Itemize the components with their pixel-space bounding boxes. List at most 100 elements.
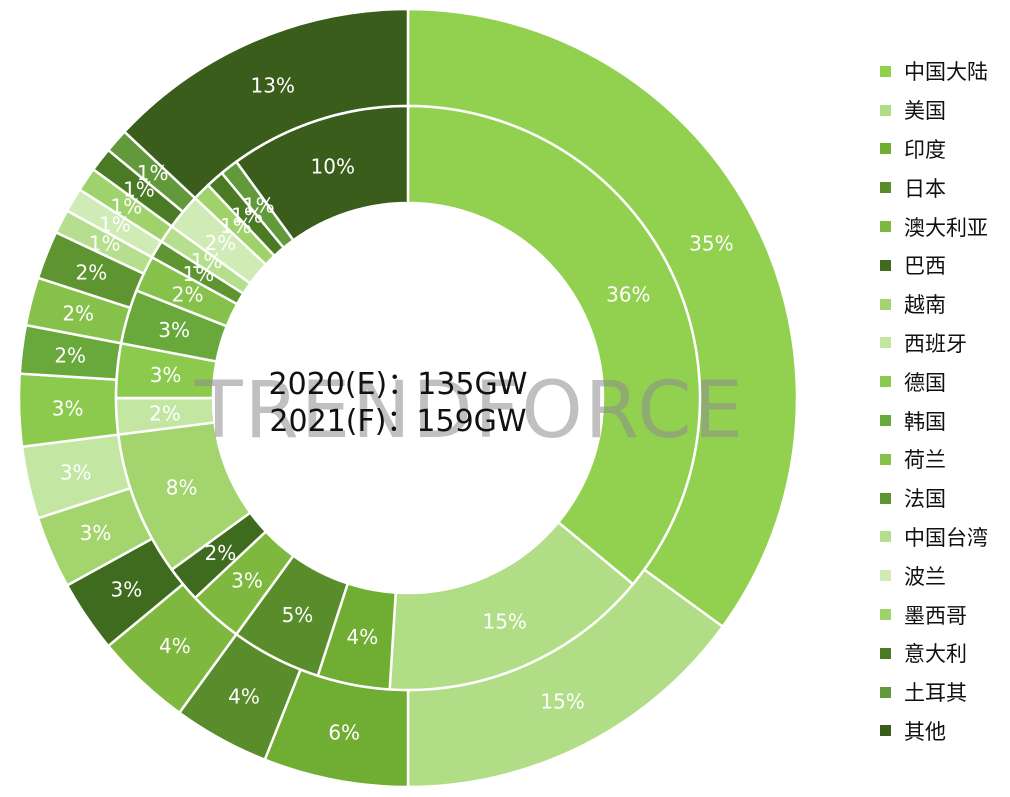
data-label-outer-土耳其: 1%	[137, 161, 169, 185]
legend-swatch	[880, 182, 891, 194]
data-label-outer-其他: 13%	[251, 74, 295, 98]
legend-swatch	[880, 609, 891, 621]
data-label-outer-韩国: 2%	[54, 343, 86, 367]
inner-ring-labels: 36%15%4%5%3%2%8%2%3%3%2%1%1%2%1%1%1%10%	[149, 154, 650, 649]
data-label-inner-日本: 5%	[282, 603, 314, 627]
data-label-inner-中国大陆: 36%	[606, 282, 650, 306]
legend-swatch	[880, 415, 891, 427]
legend-label: 墨西哥	[904, 603, 967, 628]
legend-label: 韩国	[904, 409, 946, 434]
center-label-2020: 2020(E)：135GW	[269, 367, 528, 402]
data-label-outer-墨西哥: 1%	[111, 195, 143, 219]
legend-item-其他: 其他	[880, 712, 1010, 751]
data-label-inner-法国: 1%	[183, 262, 215, 286]
outer-ring-labels: 35%15%6%4%4%3%3%3%3%2%2%2%1%1%1%1%1%13%	[52, 74, 734, 745]
legend-swatch	[880, 65, 891, 77]
legend-swatch	[880, 647, 891, 659]
legend-label: 中国台湾	[904, 525, 988, 550]
legend-label: 意大利	[904, 642, 967, 667]
data-label-inner-巴西: 2%	[205, 541, 237, 565]
legend-label: 巴西	[904, 254, 946, 279]
data-label-inner-美国: 15%	[482, 609, 526, 633]
data-label-inner-中国台湾: 1%	[191, 249, 223, 273]
outer-ring-2021	[17, 7, 799, 789]
data-label-outer-西班牙: 3%	[60, 460, 92, 484]
data-label-outer-中国大陆: 35%	[689, 231, 733, 255]
data-label-inner-其他: 10%	[311, 154, 355, 178]
legend-item-韩国: 韩国	[880, 401, 1010, 440]
legend-item-澳大利亚: 澳大利亚	[880, 207, 1010, 246]
legend-item-日本: 日本	[880, 168, 1010, 207]
data-label-outer-巴西: 3%	[111, 577, 143, 601]
legend-item-巴西: 巴西	[880, 246, 1010, 285]
data-label-outer-意大利: 1%	[123, 177, 155, 201]
data-label-inner-西班牙: 2%	[149, 401, 181, 425]
legend-item-法国: 法国	[880, 479, 1010, 518]
legend-item-中国大陆: 中国大陆	[880, 52, 1010, 91]
data-label-inner-澳大利亚: 3%	[231, 569, 263, 593]
trendforce-watermark: TRENDFORCE	[194, 366, 745, 456]
donut-chart: 35%15%6%4%4%3%3%3%3%2%2%2%1%1%1%1%1%13% …	[17, 7, 799, 789]
data-label-outer-中国台湾: 1%	[89, 231, 121, 255]
legend-item-中国台湾: 中国台湾	[880, 518, 1010, 557]
data-label-outer-法国: 2%	[76, 261, 108, 285]
data-label-outer-波兰: 1%	[99, 213, 131, 237]
legend-label: 澳大利亚	[904, 215, 988, 240]
legend-label: 法国	[904, 487, 946, 512]
legend-label: 波兰	[904, 564, 946, 589]
legend-item-墨西哥: 墨西哥	[880, 595, 1010, 634]
legend-swatch	[880, 298, 891, 310]
legend-label: 土耳其	[904, 681, 967, 706]
legend-item-越南: 越南	[880, 285, 1010, 324]
slice-inner-中国大陆	[406, 104, 702, 586]
legend-swatch	[880, 492, 891, 504]
legend-label: 日本	[904, 176, 946, 201]
data-label-inner-荷兰: 2%	[172, 282, 204, 306]
data-label-inner-波兰: 2%	[205, 231, 237, 255]
legend-item-西班牙: 西班牙	[880, 324, 1010, 363]
legend-swatch	[880, 376, 891, 388]
legend-label: 中国大陆	[904, 60, 988, 85]
legend-label: 越南	[904, 293, 946, 318]
legend-swatch	[880, 453, 891, 465]
legend-item-意大利: 意大利	[880, 634, 1010, 673]
inner-ring-2020	[114, 104, 702, 692]
center-label-2021: 2021(F)：159GW	[269, 404, 526, 439]
data-label-inner-韩国: 3%	[158, 318, 190, 342]
legend-swatch	[880, 531, 891, 543]
data-label-inner-德国: 3%	[150, 363, 182, 387]
legend-label: 荷兰	[904, 448, 946, 473]
legend-item-土耳其: 土耳其	[880, 673, 1010, 712]
legend-item-印度: 印度	[880, 130, 1010, 169]
legend-swatch	[880, 143, 891, 155]
data-label-outer-德国: 3%	[52, 397, 84, 421]
legend-label: 其他	[904, 719, 946, 744]
legend-swatch	[880, 337, 891, 349]
legend-swatch	[880, 259, 891, 271]
data-label-outer-印度: 6%	[328, 720, 360, 744]
data-label-outer-澳大利亚: 4%	[159, 634, 191, 658]
slice-inner-其他	[234, 104, 410, 242]
data-label-inner-越南: 8%	[166, 476, 198, 500]
data-label-outer-美国: 15%	[540, 689, 584, 713]
data-label-inner-墨西哥: 1%	[220, 214, 252, 238]
data-label-inner-意大利: 1%	[231, 203, 263, 227]
data-label-outer-日本: 4%	[228, 684, 260, 708]
legend-item-美国: 美国	[880, 91, 1010, 130]
legend-swatch	[880, 104, 891, 116]
legend-label: 西班牙	[904, 331, 967, 356]
legend-item-波兰: 波兰	[880, 556, 1010, 595]
data-label-outer-荷兰: 2%	[62, 301, 94, 325]
data-label-outer-越南: 3%	[80, 521, 112, 545]
legend-label: 德国	[904, 370, 946, 395]
legend-label: 印度	[904, 137, 946, 162]
legend-swatch	[880, 686, 891, 698]
legend-swatch	[880, 570, 891, 582]
legend-label: 美国	[904, 99, 946, 124]
legend-item-德国: 德国	[880, 362, 1010, 401]
legend-item-荷兰: 荷兰	[880, 440, 1010, 479]
chart-legend: 中国大陆美国印度日本澳大利亚巴西越南西班牙德国韩国荷兰法国中国台湾波兰墨西哥意大…	[880, 52, 1010, 750]
data-label-inner-土耳其: 1%	[243, 194, 275, 218]
legend-swatch	[880, 725, 891, 737]
data-label-inner-印度: 4%	[347, 625, 379, 649]
